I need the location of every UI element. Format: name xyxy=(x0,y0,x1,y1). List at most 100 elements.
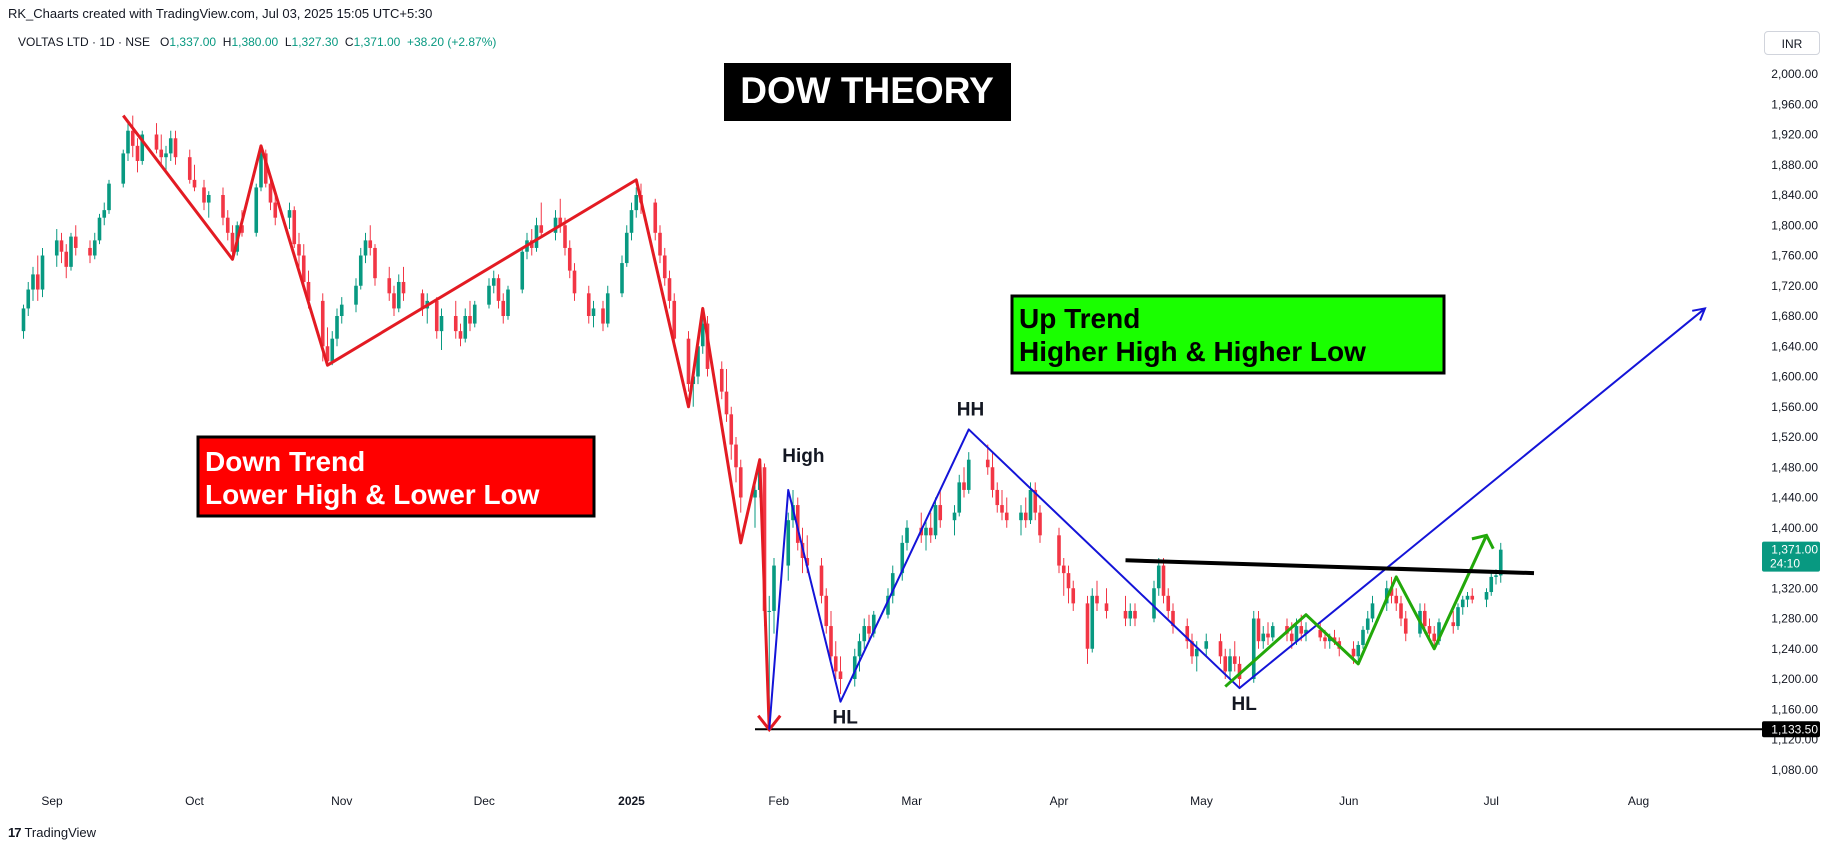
candle-body xyxy=(553,217,558,233)
candle xyxy=(938,489,943,528)
candle xyxy=(154,123,159,154)
x-tick-label: Sep xyxy=(41,794,63,808)
candle-body xyxy=(1489,576,1494,593)
candle-body xyxy=(957,482,962,513)
candle xyxy=(339,297,344,324)
y-tick-label: 1,480.00 xyxy=(1771,460,1818,474)
y-tick-label: 1,600.00 xyxy=(1771,370,1818,384)
candle xyxy=(1228,648,1232,679)
candle-body xyxy=(297,244,301,256)
candle-body xyxy=(1033,489,1038,513)
candle xyxy=(192,164,197,192)
candle xyxy=(102,202,107,226)
y-tick-label: 1,880.00 xyxy=(1771,158,1818,172)
candle-body xyxy=(221,195,225,218)
candle-body xyxy=(491,278,496,286)
x-tick-label: Apr xyxy=(1050,794,1069,808)
candle-body xyxy=(667,278,672,301)
candle xyxy=(1318,622,1323,642)
candle-body xyxy=(240,225,244,233)
candle xyxy=(1304,622,1308,642)
candle xyxy=(387,266,392,301)
candle-body xyxy=(990,467,995,490)
symbol-name[interactable]: VOLTAS LTD · 1D · NSE xyxy=(18,35,151,49)
candle-body xyxy=(164,153,168,158)
candle xyxy=(539,202,544,237)
candle-body xyxy=(69,236,73,267)
candle-body xyxy=(871,614,876,634)
candle-body xyxy=(339,304,344,316)
candle-body xyxy=(1190,641,1194,657)
candle-body xyxy=(463,316,468,339)
candle xyxy=(425,293,430,324)
candle-body xyxy=(852,656,857,679)
candle xyxy=(92,232,97,260)
candle-body xyxy=(88,247,92,256)
candle-body xyxy=(173,138,178,158)
candle-body xyxy=(1365,618,1370,630)
y-tick-label: 1,520.00 xyxy=(1771,430,1818,444)
candle xyxy=(1095,580,1099,611)
candle-body xyxy=(601,308,605,324)
candle-body xyxy=(472,304,477,324)
candle-body xyxy=(805,558,810,566)
candle-body xyxy=(335,316,339,339)
currency-button[interactable]: INR xyxy=(1764,31,1820,55)
candle-body xyxy=(301,255,306,282)
candle-body xyxy=(202,187,206,203)
candle-body xyxy=(1232,656,1237,664)
candle-body xyxy=(21,308,26,332)
candle xyxy=(1071,580,1076,611)
candle-body xyxy=(1000,505,1004,513)
candle xyxy=(795,497,800,551)
candle-body xyxy=(952,512,957,521)
candle-body xyxy=(1299,626,1304,634)
candle-body xyxy=(263,153,268,184)
candle-body xyxy=(1484,592,1489,600)
candle-body xyxy=(1437,622,1441,642)
candle xyxy=(69,232,73,271)
candle xyxy=(719,361,724,400)
candle-body xyxy=(933,505,938,536)
candle-body xyxy=(506,289,510,316)
x-tick-label: Nov xyxy=(331,794,352,808)
candle xyxy=(1104,588,1109,619)
y-tick-label: 1,160.00 xyxy=(1771,702,1818,716)
candle-body xyxy=(140,134,145,161)
candle xyxy=(439,308,444,351)
candle-body xyxy=(900,542,905,574)
candle-body xyxy=(634,195,639,211)
candle xyxy=(1266,622,1270,645)
candle xyxy=(130,115,135,158)
swing-label-hh: HH xyxy=(957,399,984,420)
candle xyxy=(567,240,572,279)
candle xyxy=(995,482,1000,513)
candle xyxy=(401,266,406,301)
candle xyxy=(173,130,178,165)
candle xyxy=(506,285,510,320)
candle-body xyxy=(254,187,259,233)
y-tick-label: 1,240.00 xyxy=(1771,642,1818,656)
candle xyxy=(496,274,501,309)
candle xyxy=(1019,505,1023,536)
candle xyxy=(1156,558,1161,596)
candle-body xyxy=(273,202,278,218)
candle xyxy=(829,610,833,664)
candle-body xyxy=(287,210,292,218)
candle-body xyxy=(1403,618,1408,634)
candle xyxy=(1451,610,1456,634)
candle-body xyxy=(1356,644,1361,657)
candle-body xyxy=(1223,656,1228,672)
change-value: +38.20 (+2.87%) xyxy=(406,35,497,49)
candle-body xyxy=(1028,489,1033,521)
candle-body xyxy=(605,293,610,324)
candle xyxy=(263,149,268,188)
candle-body xyxy=(1456,607,1460,627)
candle-body xyxy=(658,232,662,256)
candle-body xyxy=(154,134,159,150)
candle-body xyxy=(1432,633,1437,642)
candle xyxy=(753,482,757,528)
candle xyxy=(738,459,743,513)
